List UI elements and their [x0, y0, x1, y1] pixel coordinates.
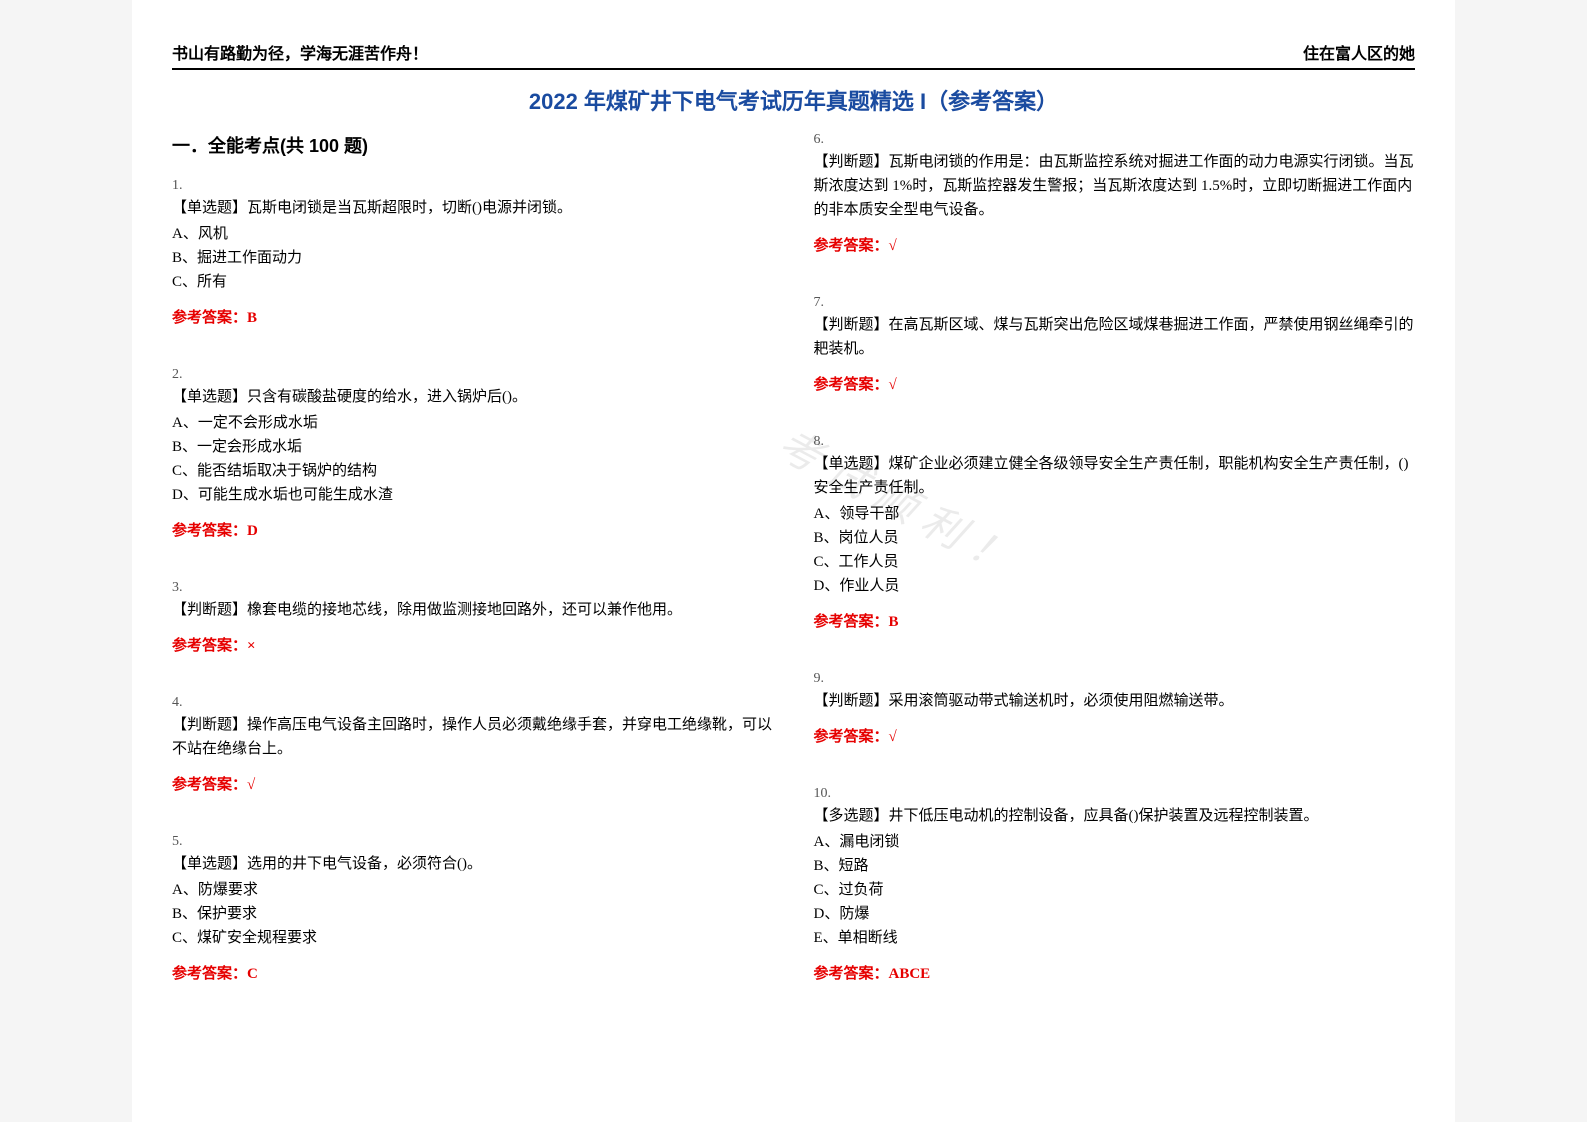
- question-option: E、单相断线: [814, 926, 1416, 950]
- question-stem: 【单选题】煤矿企业必须建立健全各级领导安全生产责任制，职能机构安全生产责任制，(…: [814, 452, 1416, 500]
- answer: 参考答案：×: [172, 634, 774, 655]
- question-block: 5. 【单选题】选用的井下电气设备，必须符合()。A、防爆要求B、保护要求C、煤矿…: [172, 834, 774, 983]
- question-option: B、短路: [814, 854, 1416, 878]
- question-option: D、可能生成水垢也可能生成水渣: [172, 483, 774, 507]
- header-left: 书山有路勤为径，学海无涯苦作舟！: [172, 40, 428, 64]
- question-option: B、岗位人员: [814, 526, 1416, 550]
- answer: 参考答案：C: [172, 962, 774, 983]
- question-number: 2.: [172, 367, 774, 383]
- question-number: 7.: [814, 295, 1416, 311]
- question-stem: 【多选题】井下低压电动机的控制设备，应具备()保护装置及远程控制装置。: [814, 804, 1416, 828]
- question-stem: 【判断题】橡套电缆的接地芯线，除用做监测接地回路外，还可以兼作他用。: [172, 598, 774, 622]
- columns: 一．全能考点(共 100 题) 1. 【单选题】瓦斯电闭锁是当瓦斯超限时，切断()…: [172, 132, 1415, 983]
- question-stem: 【判断题】瓦斯电闭锁的作用是：由瓦斯监控系统对掘进工作面的动力电源实行闭锁。当瓦…: [814, 150, 1416, 222]
- question-block: 6. 【判断题】瓦斯电闭锁的作用是：由瓦斯监控系统对掘进工作面的动力电源实行闭锁。…: [814, 132, 1416, 255]
- question-option: C、工作人员: [814, 550, 1416, 574]
- header-right: 住在富人区的她: [1303, 40, 1415, 64]
- question-number: 3.: [172, 580, 774, 596]
- question-stem: 【判断题】操作高压电气设备主回路时，操作人员必须戴绝缘手套，并穿电工绝缘靴，可以…: [172, 713, 774, 761]
- question-option: C、过负荷: [814, 878, 1416, 902]
- question-stem: 【判断题】在高瓦斯区域、煤与瓦斯突出危险区域煤巷掘进工作面，严禁使用钢丝绳牵引的…: [814, 313, 1416, 361]
- question-number: 10.: [814, 786, 1416, 802]
- question-number: 1.: [172, 178, 774, 194]
- answer: 参考答案：ABCE: [814, 962, 1416, 983]
- question-number: 8.: [814, 434, 1416, 450]
- answer: 参考答案：B: [814, 610, 1416, 631]
- question-stem: 【单选题】选用的井下电气设备，必须符合()。: [172, 852, 774, 876]
- question-option: D、作业人员: [814, 574, 1416, 598]
- question-block: 3. 【判断题】橡套电缆的接地芯线，除用做监测接地回路外，还可以兼作他用。参考答案…: [172, 580, 774, 655]
- question-option: B、保护要求: [172, 902, 774, 926]
- question-block: 7. 【判断题】在高瓦斯区域、煤与瓦斯突出危险区域煤巷掘进工作面，严禁使用钢丝绳牵…: [814, 295, 1416, 394]
- right-column: 6. 【判断题】瓦斯电闭锁的作用是：由瓦斯监控系统对掘进工作面的动力电源实行闭锁。…: [814, 132, 1416, 983]
- answer: 参考答案：D: [172, 519, 774, 540]
- question-stem: 【单选题】瓦斯电闭锁是当瓦斯超限时，切断()电源并闭锁。: [172, 196, 774, 220]
- answer: 参考答案：√: [172, 773, 774, 794]
- document-title: 2022 年煤矿井下电气考试历年真题精选 I（参考答案）: [172, 84, 1415, 116]
- question-block: 8. 【单选题】煤矿企业必须建立健全各级领导安全生产责任制，职能机构安全生产责任制…: [814, 434, 1416, 631]
- answer: 参考答案：√: [814, 373, 1416, 394]
- question-option: A、漏电闭锁: [814, 830, 1416, 854]
- question-option: C、所有: [172, 270, 774, 294]
- question-option: D、防爆: [814, 902, 1416, 926]
- answer: 参考答案：√: [814, 725, 1416, 746]
- question-stem: 【单选题】只含有碳酸盐硬度的给水，进入锅炉后()。: [172, 385, 774, 409]
- question-option: A、风机: [172, 222, 774, 246]
- page: 考试顺利！ 书山有路勤为径，学海无涯苦作舟！ 住在富人区的她 2022 年煤矿井…: [132, 0, 1455, 1122]
- question-block: 4. 【判断题】操作高压电气设备主回路时，操作人员必须戴绝缘手套，并穿电工绝缘靴，…: [172, 695, 774, 794]
- question-number: 5.: [172, 834, 774, 850]
- question-number: 6.: [814, 132, 1416, 148]
- question-block: 10. 【多选题】井下低压电动机的控制设备，应具备()保护装置及远程控制装置。A、…: [814, 786, 1416, 983]
- question-option: A、领导干部: [814, 502, 1416, 526]
- question-block: 1. 【单选题】瓦斯电闭锁是当瓦斯超限时，切断()电源并闭锁。A、风机B、掘进工作…: [172, 178, 774, 327]
- question-block: 9. 【判断题】采用滚筒驱动带式输送机时，必须使用阻燃输送带。参考答案：√: [814, 671, 1416, 746]
- question-block: 2. 【单选题】只含有碳酸盐硬度的给水，进入锅炉后()。A、一定不会形成水垢B、一…: [172, 367, 774, 540]
- question-option: A、防爆要求: [172, 878, 774, 902]
- question-option: B、一定会形成水垢: [172, 435, 774, 459]
- question-stem: 【判断题】采用滚筒驱动带式输送机时，必须使用阻燃输送带。: [814, 689, 1416, 713]
- question-option: C、煤矿安全规程要求: [172, 926, 774, 950]
- left-column: 一．全能考点(共 100 题) 1. 【单选题】瓦斯电闭锁是当瓦斯超限时，切断()…: [172, 132, 774, 983]
- section-heading: 一．全能考点(共 100 题): [172, 132, 774, 158]
- question-number: 4.: [172, 695, 774, 711]
- question-option: A、一定不会形成水垢: [172, 411, 774, 435]
- question-option: B、掘进工作面动力: [172, 246, 774, 270]
- question-number: 9.: [814, 671, 1416, 687]
- question-option: C、能否结垢取决于锅炉的结构: [172, 459, 774, 483]
- answer: 参考答案：√: [814, 234, 1416, 255]
- header-row: 书山有路勤为径，学海无涯苦作舟！ 住在富人区的她: [172, 40, 1415, 70]
- answer: 参考答案：B: [172, 306, 774, 327]
